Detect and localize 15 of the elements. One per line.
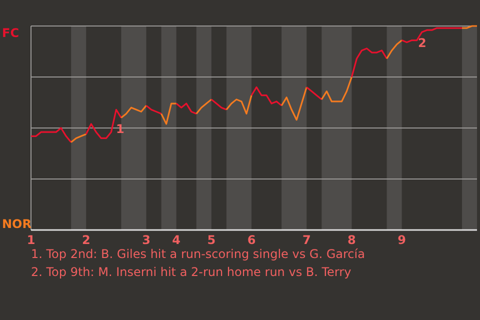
text: 2. Top 9th: M. Inserni hit a 2-run home run vs B. Terry	[31, 265, 352, 279]
x-tick-label: 7	[302, 233, 311, 247]
x-tick-label: 4	[172, 233, 181, 247]
x-tick-label: 5	[207, 233, 216, 247]
text: FC	[2, 26, 20, 40]
x-tick-label: 6	[247, 233, 256, 247]
text: 1. Top 2nd: B. Giles hit a run-scoring single vs G. García	[31, 247, 365, 261]
annotation: NOR	[2, 217, 32, 231]
x-tick-label: 3	[142, 233, 150, 247]
x-tick-label: 8	[348, 233, 356, 247]
annotation: 2	[418, 36, 426, 50]
annotation: 1	[116, 122, 124, 136]
x-tick-label: 1	[26, 233, 36, 247]
x-tick-label: 9	[398, 233, 406, 247]
x-tick-label: 2	[82, 233, 90, 247]
